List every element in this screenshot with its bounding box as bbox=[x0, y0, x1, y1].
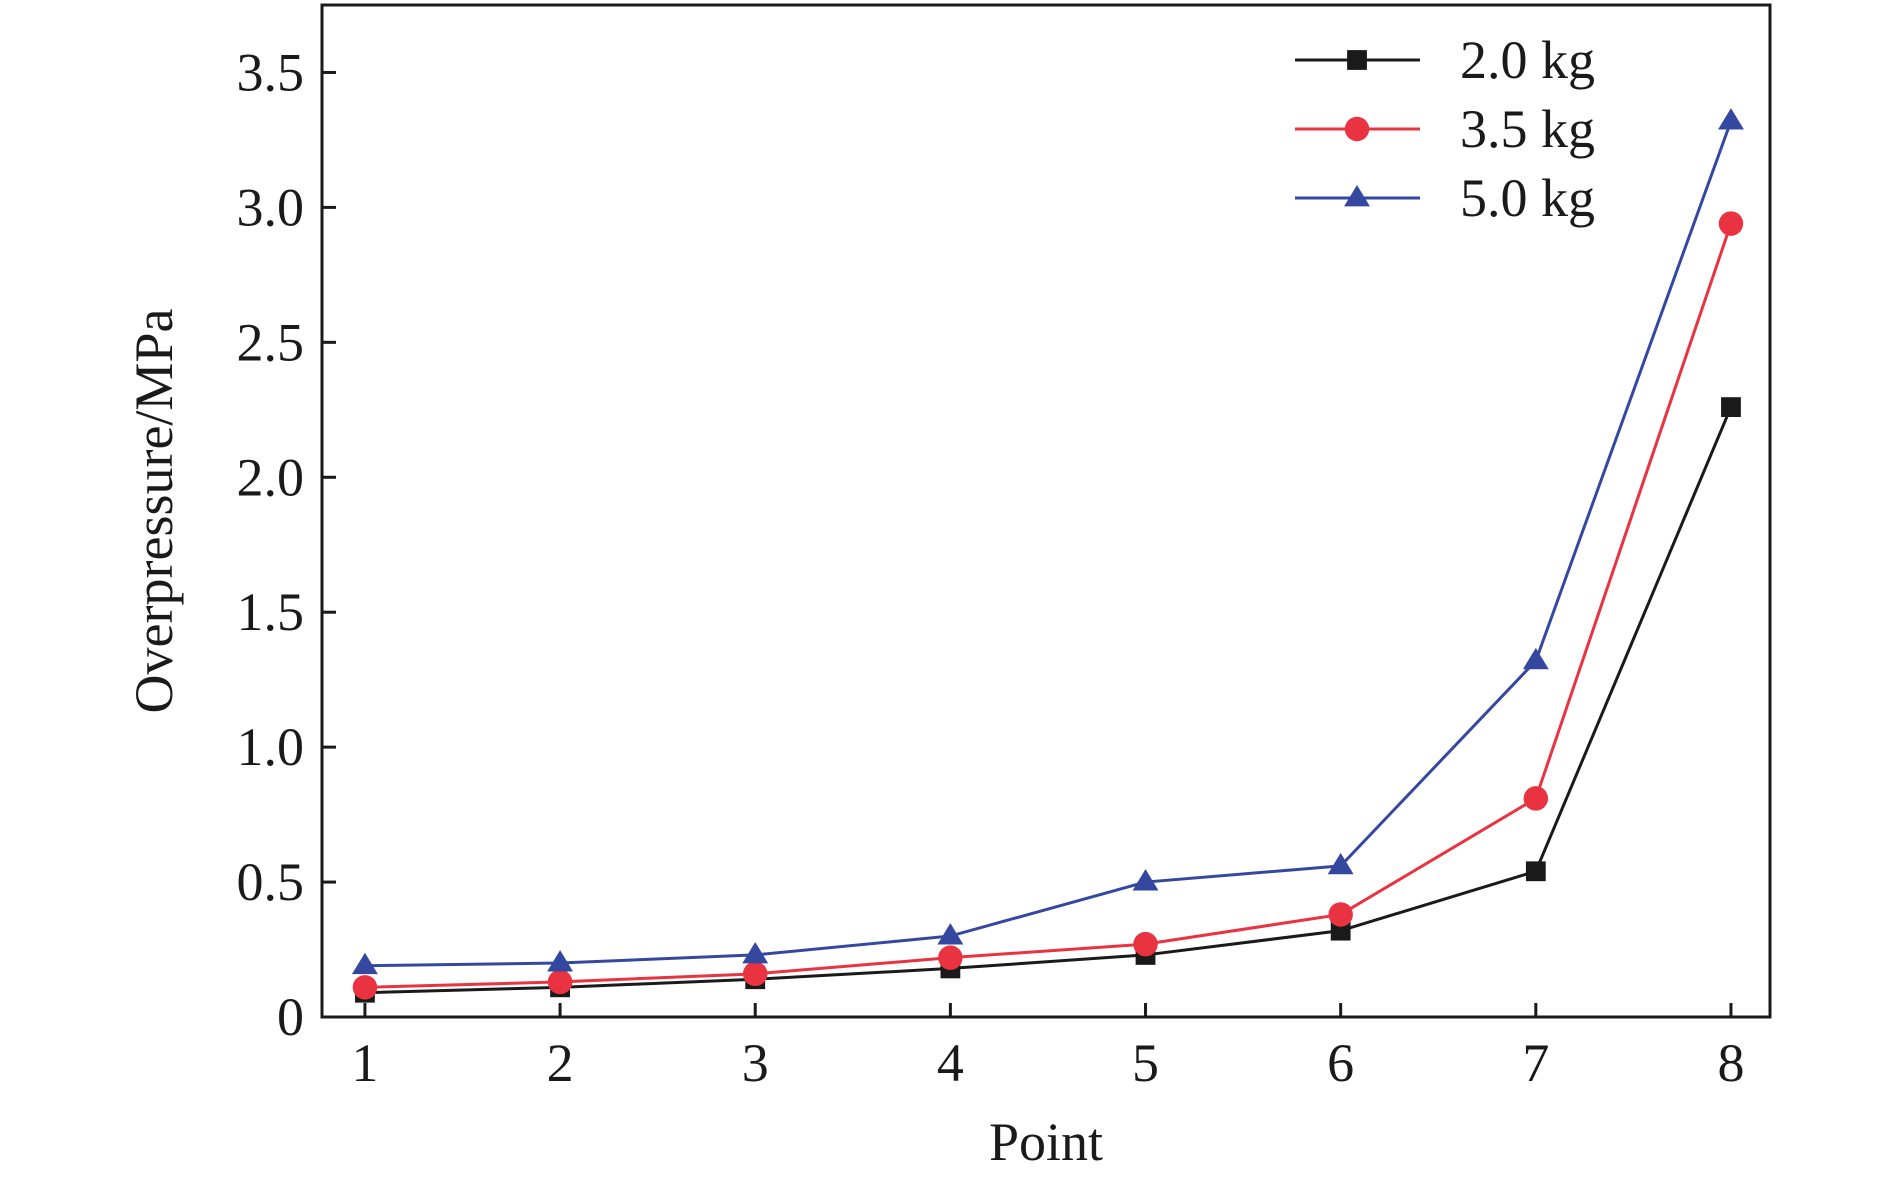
data-point-square bbox=[1330, 920, 1351, 941]
legend: 2.0 kg 3.5 kg 5.0 kg bbox=[1295, 30, 1595, 228]
series-circle bbox=[352, 211, 1744, 1000]
data-point-circle bbox=[1328, 902, 1353, 927]
data-point-circle bbox=[547, 969, 573, 995]
data-point-square bbox=[1525, 861, 1546, 882]
x-tick-label: 5 bbox=[1132, 1033, 1159, 1093]
data-point-triangle bbox=[547, 950, 574, 972]
series-layer bbox=[351, 108, 1744, 1003]
data-point-circle bbox=[1718, 211, 1744, 236]
series-square bbox=[355, 397, 1741, 1003]
x-tick-label: 2 bbox=[547, 1033, 574, 1093]
legend-marker-triangle bbox=[1344, 185, 1370, 207]
y-tick-label: 2.5 bbox=[237, 312, 305, 372]
data-point-triangle bbox=[351, 952, 378, 975]
data-point-triangle bbox=[742, 941, 769, 964]
legend-marker-circle bbox=[1344, 116, 1370, 142]
data-point-triangle bbox=[937, 923, 964, 945]
series-line bbox=[364, 120, 1733, 968]
y-tick-label: 1.5 bbox=[237, 582, 305, 642]
x-axis-title: Point bbox=[989, 1112, 1103, 1172]
legend-label: 3.5 kg bbox=[1460, 99, 1595, 159]
x-tick-label: 4 bbox=[937, 1033, 964, 1093]
data-point-circle bbox=[938, 945, 963, 970]
series-line bbox=[364, 223, 1733, 989]
data-point-square bbox=[1721, 397, 1741, 418]
data-point-circle bbox=[352, 975, 378, 1000]
x-tick-label: 1 bbox=[351, 1033, 378, 1093]
data-point-circle bbox=[1523, 786, 1549, 811]
y-axis-title: Overpressure/MPa bbox=[124, 309, 184, 714]
series-triangle bbox=[351, 108, 1744, 975]
data-point-triangle bbox=[1132, 869, 1159, 891]
y-tick-label: 0.5 bbox=[237, 852, 305, 912]
x-axis: 1 2 3 4 5 6 7 8 bbox=[351, 1003, 1744, 1093]
data-point-triangle bbox=[1522, 647, 1549, 670]
y-tick-label: 3.5 bbox=[237, 42, 305, 102]
legend-item: 2.0 kg bbox=[1295, 30, 1595, 90]
series-line bbox=[364, 406, 1733, 995]
x-tick-label: 3 bbox=[742, 1033, 769, 1093]
y-tick-label: 1.0 bbox=[237, 717, 305, 777]
x-tick-label: 7 bbox=[1522, 1033, 1549, 1093]
y-axis: 0 0.5 1.0 1.5 2.0 2.5 3.0 3.5 bbox=[237, 42, 336, 1047]
y-tick-label: 0 bbox=[277, 987, 304, 1047]
legend-marker-square bbox=[1347, 50, 1367, 70]
plot-frame bbox=[320, 3, 1772, 1019]
legend-label: 2.0 kg bbox=[1460, 30, 1595, 90]
y-tick-label: 2.0 bbox=[237, 447, 305, 507]
data-point-triangle bbox=[1327, 852, 1354, 875]
legend-label: 5.0 kg bbox=[1460, 168, 1595, 228]
data-point-circle bbox=[742, 961, 768, 987]
legend-item: 5.0 kg bbox=[1295, 168, 1595, 228]
data-point-circle bbox=[1133, 931, 1158, 957]
legend-item: 3.5 kg bbox=[1295, 99, 1595, 159]
x-tick-label: 8 bbox=[1717, 1033, 1744, 1093]
y-tick-label: 3.0 bbox=[237, 177, 305, 237]
x-tick-label: 6 bbox=[1327, 1033, 1354, 1093]
data-point-triangle bbox=[1718, 108, 1744, 130]
